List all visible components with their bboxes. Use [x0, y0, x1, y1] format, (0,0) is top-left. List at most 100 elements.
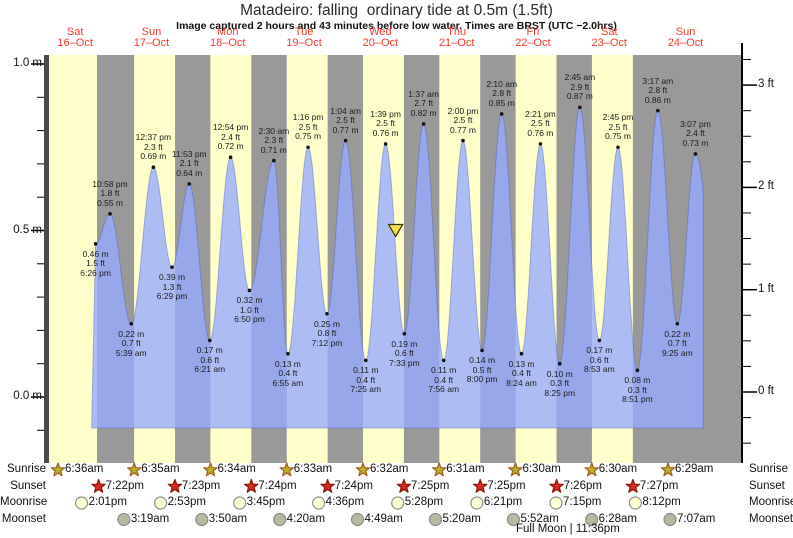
low-tide-label: 0.14 m 0.5 ft 8:00 pm	[466, 355, 498, 385]
right-axis-spine	[741, 43, 743, 463]
low-tide-label: 0.13 m 0.4 ft 8:24 am	[506, 358, 537, 388]
day-label: Wed 20–Oct	[362, 26, 399, 49]
moonset-circle-icon	[428, 512, 443, 527]
high-tide-dot	[693, 152, 698, 156]
sunset-time: 7:27pm	[639, 479, 679, 492]
sunset-star-icon	[473, 478, 488, 493]
low-tide-label: 0.19 m 0.6 ft 7:33 pm	[388, 338, 420, 368]
low-tide-label: 0.11 m 0.4 ft 7:25 am	[350, 365, 382, 395]
low-tide-dot	[363, 358, 368, 363]
high-tide-label: 2:45 am 2.9 ft 0.87 m	[564, 72, 596, 102]
tide-curve	[91, 106, 704, 429]
high-tide-dot	[272, 158, 276, 163]
sunrise-time: 6:29am	[675, 463, 714, 475]
low-tide-label: 0.17 m 0.6 ft 6:21 am	[194, 345, 226, 375]
high-tide-dot	[616, 145, 620, 150]
high-tide-dot	[228, 155, 233, 160]
row-label-sunset: Sunset	[10, 479, 46, 492]
high-tide-label: 10:58 pm 1.8 ft 0.55 m	[92, 178, 128, 208]
day-label: Fri 22–Oct	[515, 26, 551, 49]
axis-label-left: 1.0 m	[13, 57, 42, 69]
sunrise-time: 6:36am	[64, 463, 104, 475]
sunset-time: 7:24pm	[258, 479, 297, 492]
high-tide-label: 2:10 am 2.8 ft 0.85 m	[486, 78, 518, 108]
sunset-time: 7:24pm	[334, 479, 373, 492]
low-tide-dot	[207, 338, 212, 343]
row-label-moonrise-right: Moonrise	[749, 496, 793, 508]
sunrise-time: 6:32am	[369, 463, 409, 475]
sunset-time: 7:25pm	[410, 479, 450, 492]
moonset-time: 3:50am	[208, 512, 248, 525]
sunrise-time: 6:35am	[141, 463, 180, 475]
high-tide-label: 2:00 pm 2.5 ft 0.77 m	[447, 105, 479, 135]
day-label: Tue 19–Oct	[286, 26, 322, 49]
row-label-moonset-right: Moonset	[749, 512, 793, 525]
low-tide-dot	[519, 351, 524, 356]
moonrise-time: 3:45pm	[246, 496, 286, 508]
low-tide-dot	[635, 368, 640, 373]
moonrise-time: 8:12pm	[642, 496, 681, 508]
high-tide-label: 3:17 am 2.8 ft 0.86 m	[642, 75, 674, 105]
low-tide-dot	[597, 338, 602, 343]
high-tide-dot	[343, 138, 348, 143]
page-title: Matadeiro: falling ordinary tide at 0.5m…	[240, 2, 553, 19]
moonrise-circle-icon	[470, 496, 484, 510]
day-label: Sun 17–Oct	[133, 26, 170, 49]
sunrise-star-icon	[432, 462, 447, 477]
low-tide-label: 0.11 m 0.4 ft 7:56 am	[428, 365, 460, 395]
low-tide-label: 0.32 m 1.0 ft 6:50 pm	[234, 295, 265, 325]
day-label: Mon 18–Oct	[210, 26, 246, 49]
sunset-time: 7:25pm	[487, 479, 526, 492]
plot-area	[49, 55, 742, 463]
high-tide-label: 2:45 pm 2.5 ft 0.75 m	[602, 112, 634, 142]
low-tide-dot	[480, 348, 484, 353]
low-tide-dot	[286, 351, 290, 356]
high-tide-label: 1:39 pm 2.5 ft 0.76 m	[370, 108, 401, 138]
sunset-time: 7:23pm	[181, 479, 221, 492]
axis-label-right: 3 ft	[758, 78, 774, 91]
low-tide-label: 0.46 m 1.5 ft 6:26 pm	[80, 248, 111, 278]
high-tide-label: 1:37 am 2.7 ft 0.82 m	[408, 88, 439, 118]
high-tide-dot	[187, 182, 192, 186]
sunrise-time: 6:30am	[598, 463, 638, 475]
low-tide-label: 0.25 m 0.8 ft 7:12 pm	[311, 318, 343, 348]
sunrise-star-icon	[584, 462, 600, 477]
moonrise-time: 7:15pm	[563, 496, 602, 508]
low-tide-dot	[441, 358, 446, 363]
axis-label-right: 0 ft	[758, 385, 774, 397]
row-label-sunrise: Sunrise	[7, 463, 46, 475]
moonrise-circle-icon	[312, 496, 326, 510]
day-label: Thu 21–Oct	[438, 26, 475, 49]
moonrise-circle-icon	[391, 496, 405, 510]
high-tide-label: 2:30 am 2.3 ft 0.71 m	[258, 125, 290, 155]
axis-label-right: 2 ft	[758, 180, 774, 193]
page-subtitle: Image captured 2 hours and 43 minutes be…	[176, 20, 617, 32]
low-tide-label: 0.10 m 0.3 ft 8:25 pm	[544, 368, 576, 398]
moonset-time: 3:19am	[130, 512, 170, 525]
day-label: Sun 24–Oct	[667, 26, 704, 49]
moonset-circle-icon	[585, 512, 599, 527]
sunrise-time: 6:31am	[446, 463, 485, 475]
sunset-time: 7:26pm	[563, 479, 602, 492]
moonrise-time: 5:28pm	[404, 496, 444, 508]
high-tide-label: 1:04 am 2.5 ft 0.77 m	[330, 105, 361, 135]
sunrise-time: 6:33am	[293, 463, 333, 475]
sunrise-star-icon	[279, 462, 294, 477]
sunset-time: 7:22pm	[105, 479, 144, 492]
moonset-time: 5:20am	[442, 512, 481, 525]
low-tide-dot	[129, 321, 134, 326]
sunset-star-icon	[549, 478, 564, 493]
low-tide-label: 0.17 m 0.6 ft 8:53 am	[583, 345, 615, 375]
sunset-star-icon	[320, 478, 335, 493]
high-tide-label: 12:37 pm 2.3 ft 0.69 m	[135, 132, 172, 162]
high-tide-dot	[151, 165, 156, 170]
low-tide-dot	[557, 361, 562, 366]
low-tide-dot	[675, 321, 680, 326]
moonset-circle-icon	[663, 512, 677, 527]
row-label-sunset-right: Sunset	[749, 479, 785, 492]
sunrise-star-icon	[126, 462, 142, 477]
moonrise-time: 2:01pm	[88, 496, 127, 508]
sunset-star-icon	[396, 478, 412, 493]
high-tide-dot	[461, 138, 465, 143]
